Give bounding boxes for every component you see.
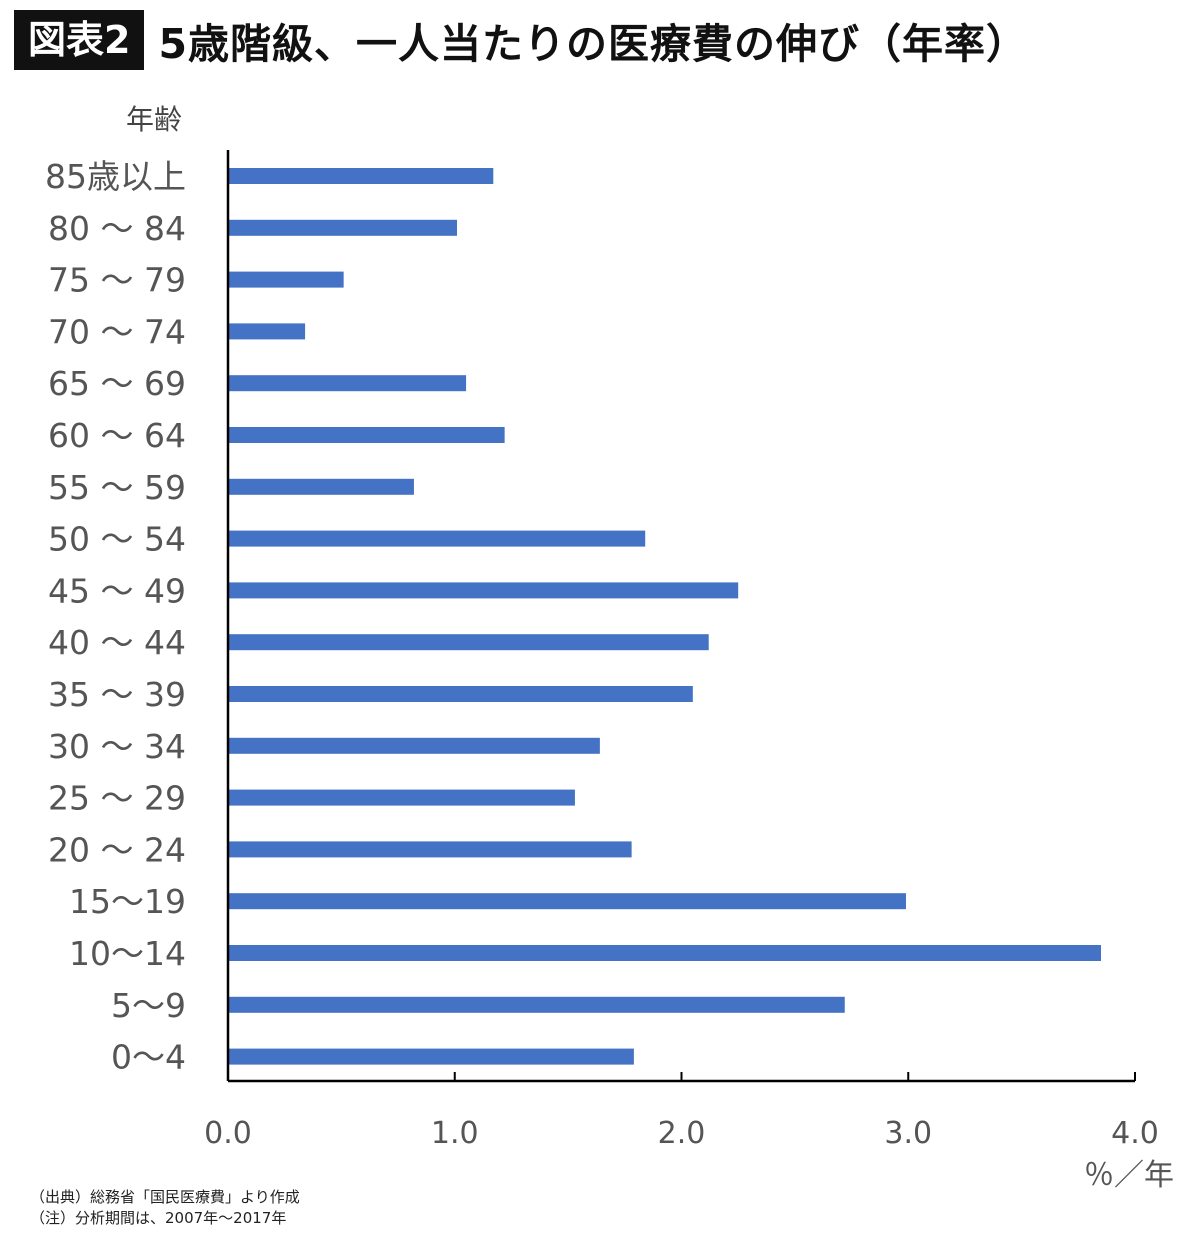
category-label-10: 35 〜 39 — [48, 675, 186, 714]
bar-2 — [228, 271, 344, 288]
bar-16 — [228, 996, 845, 1013]
bar-8 — [228, 582, 739, 599]
category-label-14: 15〜19 — [69, 882, 186, 921]
category-label-11: 30 〜 34 — [48, 727, 186, 766]
bar-6 — [228, 478, 414, 495]
chart-header: 図表2 5歳階級、一人当たりの医療費の伸び（年率） — [14, 8, 1028, 72]
category-label-3: 70 〜 74 — [48, 312, 186, 351]
x-tick-label-0: 0.0 — [204, 1116, 252, 1151]
x-tick-label-1: 1.0 — [431, 1116, 479, 1151]
x-tick-label-2: 2.0 — [658, 1116, 706, 1151]
bar-14 — [228, 893, 906, 910]
category-label-17: 0〜4 — [111, 1038, 186, 1077]
category-label-16: 5〜9 — [111, 986, 186, 1025]
x-tick-label-3: 3.0 — [884, 1116, 932, 1151]
chart-title: 5歳階級、一人当たりの医療費の伸び（年率） — [158, 20, 1028, 68]
figure-badge: 図表2 — [14, 10, 145, 70]
bar-4 — [228, 375, 467, 392]
category-label-9: 40 〜 44 — [48, 623, 186, 662]
category-label-15: 10〜14 — [69, 934, 186, 973]
y-axis-label: 年齢 — [126, 103, 183, 136]
bar-7 — [228, 530, 646, 547]
bar-0 — [228, 168, 494, 184]
category-label-4: 65 〜 69 — [48, 364, 186, 403]
bar-10 — [228, 686, 693, 702]
x-axis-unit: ％／年 — [1084, 1158, 1174, 1193]
bar-5 — [228, 427, 505, 443]
bar-15 — [228, 945, 1101, 961]
category-label-7: 50 〜 54 — [48, 520, 186, 559]
bar-9 — [228, 634, 709, 651]
category-label-5: 60 〜 64 — [48, 416, 186, 455]
category-label-6: 55 〜 59 — [48, 468, 186, 507]
category-label-13: 20 〜 24 — [48, 830, 186, 869]
bar-11 — [228, 737, 600, 754]
x-tick-label-4: 4.0 — [1111, 1116, 1159, 1151]
bar-3 — [228, 323, 306, 340]
bar-17 — [228, 1048, 634, 1065]
x-tick-marks — [227, 1072, 1136, 1081]
category-label-1: 80 〜 84 — [48, 209, 186, 248]
bar-1 — [228, 219, 458, 236]
category-label-2: 75 〜 79 — [48, 261, 186, 300]
x-tick-labels: 0.0 1.0 2.0 3.0 4.0 — [204, 1116, 1159, 1151]
source-note: （出典）総務省「国民医療費」より作成 — [30, 1188, 300, 1206]
bar-13 — [228, 841, 632, 858]
category-label-12: 25 〜 29 — [48, 779, 186, 818]
bar-12 — [228, 789, 575, 806]
category-label-8: 45 〜 49 — [48, 571, 186, 610]
period-note: （注）分析期間は、2007年〜2017年 — [30, 1209, 287, 1227]
category-label-0: 85歳以上 — [45, 157, 186, 196]
category-labels: 85歳以上 80 〜 84 75 〜 79 70 〜 74 65 〜 69 60 〜 64… — [45, 157, 186, 1077]
bars-group — [228, 168, 1101, 1065]
